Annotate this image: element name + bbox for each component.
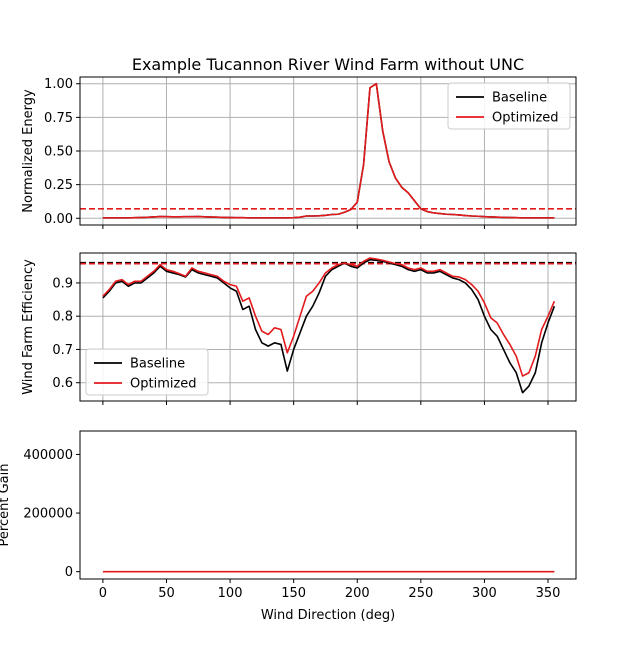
gain-x-tick-label: 200 — [345, 586, 370, 601]
gain-x-tick-label: 150 — [281, 586, 306, 601]
gain-y-tick-label: 0 — [65, 565, 73, 580]
energy-y-tick-label: 0.50 — [44, 145, 73, 160]
energy-y-axis-label: Normalized Energy — [21, 89, 36, 213]
efficiency-legend-label: Optimized — [130, 377, 197, 392]
energy-legend-label: Optimized — [492, 111, 559, 126]
energy-y-tick-label: 0.75 — [44, 111, 73, 126]
efficiency-legend: Baseline Optimized — [85, 348, 209, 396]
efficiency-axes-frame — [79, 252, 577, 402]
gain-y-tick-label: 200000 — [23, 507, 73, 522]
gain-x-tick-label: 350 — [536, 586, 561, 601]
efficiency-legend-label: Baseline — [130, 357, 185, 372]
energy-y-tick-label: 1.00 — [44, 77, 73, 92]
efficiency-y-axis-label: Wind Farm Efficiency — [21, 259, 36, 395]
gain-x-axis-label: Wind Direction (deg) — [261, 608, 395, 623]
wind-farm-efficiency-panel: 0.6 0.7 0.8 0.9 Wind Farm Efficiency Baseline… — [21, 252, 577, 405]
energy-legend: Baseline Optimized — [447, 82, 571, 130]
energy-series-optimized-line — [102, 82, 555, 219]
gain-x-tick-label: 0 — [99, 586, 107, 601]
efficiency-y-tick-label: 0.9 — [52, 276, 73, 291]
normalized-energy-panel: 0.00 0.25 0.50 0.75 1.00 Normalized Energy Bas… — [21, 76, 577, 229]
efficiency-y-tick-label: 0.8 — [52, 310, 73, 325]
energy-y-tick-label: 0.00 — [44, 212, 73, 227]
figure-title: Example Tucannon River Wind Farm without… — [132, 55, 524, 74]
energy-y-tick-label: 0.25 — [44, 178, 73, 193]
gain-x-tick-label: 100 — [218, 586, 243, 601]
percent-gain-panel: 0 50 100 150 200 250 300 350 0 200000 400000 Percen… — [0, 430, 577, 623]
efficiency-y-tick-label: 0.7 — [52, 343, 73, 358]
efficiency-series-optimized-line — [102, 257, 556, 377]
gain-axes-frame — [79, 430, 577, 580]
gain-x-tick-label: 50 — [158, 586, 175, 601]
gain-x-tick-label: 250 — [408, 586, 433, 601]
energy-legend-label: Baseline — [492, 91, 547, 106]
gain-y-tick-label: 400000 — [23, 448, 73, 463]
gain-y-axis-label: Percent Gain — [0, 464, 12, 547]
efficiency-series-baseline-line — [102, 258, 556, 394]
efficiency-y-tick-label: 0.6 — [52, 376, 73, 391]
gain-x-tick-label: 300 — [472, 586, 497, 601]
